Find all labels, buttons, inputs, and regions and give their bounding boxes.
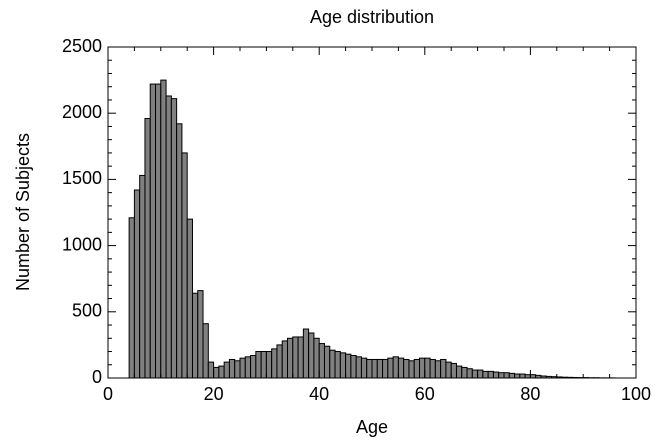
bar <box>302 328 310 379</box>
bar <box>392 356 399 379</box>
bar <box>339 352 347 379</box>
x-tick-label: 60 <box>415 384 435 404</box>
bar <box>181 152 188 379</box>
bar <box>419 357 426 379</box>
bar <box>318 343 325 379</box>
bar <box>155 83 162 379</box>
bar <box>482 370 489 379</box>
bar <box>234 360 241 379</box>
bar <box>313 337 320 379</box>
bar <box>397 357 405 379</box>
bar <box>281 340 289 379</box>
bar <box>191 292 199 379</box>
y-tick-label: 2500 <box>62 36 102 56</box>
bar <box>139 174 146 379</box>
bar <box>366 358 373 379</box>
bar <box>207 361 215 379</box>
bar <box>260 351 267 379</box>
y-tick-label: 1500 <box>62 168 102 188</box>
bar <box>466 368 473 379</box>
bar <box>323 345 331 379</box>
bar <box>376 358 384 379</box>
x-axis-label: Age <box>356 417 388 437</box>
bar <box>514 373 521 379</box>
bar <box>455 365 463 379</box>
bar <box>360 357 368 379</box>
bar <box>271 348 278 379</box>
bar <box>408 360 415 379</box>
bar <box>276 344 283 379</box>
x-tick-label: 40 <box>309 384 329 404</box>
bar <box>186 218 193 379</box>
bar <box>477 369 484 379</box>
bar <box>492 371 500 379</box>
bar <box>424 357 431 379</box>
bar <box>244 356 252 379</box>
bar <box>160 79 167 379</box>
y-axis-label: Number of Subjects <box>13 133 33 291</box>
bar <box>170 98 178 379</box>
bar <box>519 373 526 379</box>
y-tick-label: 500 <box>72 301 102 321</box>
bar <box>250 354 257 379</box>
bar <box>350 354 357 379</box>
bar <box>297 336 304 379</box>
bar <box>213 366 220 379</box>
bar <box>292 336 299 379</box>
bar <box>429 358 436 379</box>
bar <box>218 365 225 379</box>
bar <box>128 217 135 379</box>
bar <box>334 351 341 379</box>
bar <box>440 358 447 379</box>
bar <box>487 370 494 379</box>
bar <box>239 357 246 379</box>
bar <box>403 358 410 379</box>
bar <box>329 349 336 379</box>
x-tick-label: 100 <box>621 384 651 404</box>
bar <box>387 357 394 379</box>
bar <box>471 369 479 379</box>
bar <box>265 351 273 379</box>
bar <box>197 290 204 379</box>
bar <box>287 337 294 379</box>
x-tick-label: 80 <box>520 384 540 404</box>
bar <box>355 356 362 379</box>
bar <box>255 351 262 379</box>
chart-title: Age distribution <box>310 7 434 27</box>
bar <box>371 358 378 379</box>
bar <box>202 323 209 379</box>
bar <box>450 362 457 379</box>
x-tick-label: 0 <box>103 384 113 404</box>
bar <box>461 366 468 379</box>
bar <box>498 372 505 379</box>
bar <box>434 360 442 379</box>
x-tick-label: 20 <box>204 384 224 404</box>
bar <box>413 358 421 379</box>
bar <box>345 353 352 379</box>
bar <box>176 123 183 379</box>
bar <box>144 117 151 379</box>
bar <box>165 95 172 379</box>
y-tick-label: 2000 <box>62 102 102 122</box>
bar <box>223 361 230 379</box>
bar <box>503 372 510 379</box>
bar <box>133 189 141 379</box>
y-tick-label: 0 <box>92 367 102 387</box>
bar <box>228 358 236 379</box>
bar <box>445 361 452 379</box>
y-tick-label: 1000 <box>62 234 102 254</box>
bar <box>308 332 315 379</box>
bar <box>149 83 157 379</box>
bar <box>382 358 389 379</box>
bar <box>508 372 516 379</box>
